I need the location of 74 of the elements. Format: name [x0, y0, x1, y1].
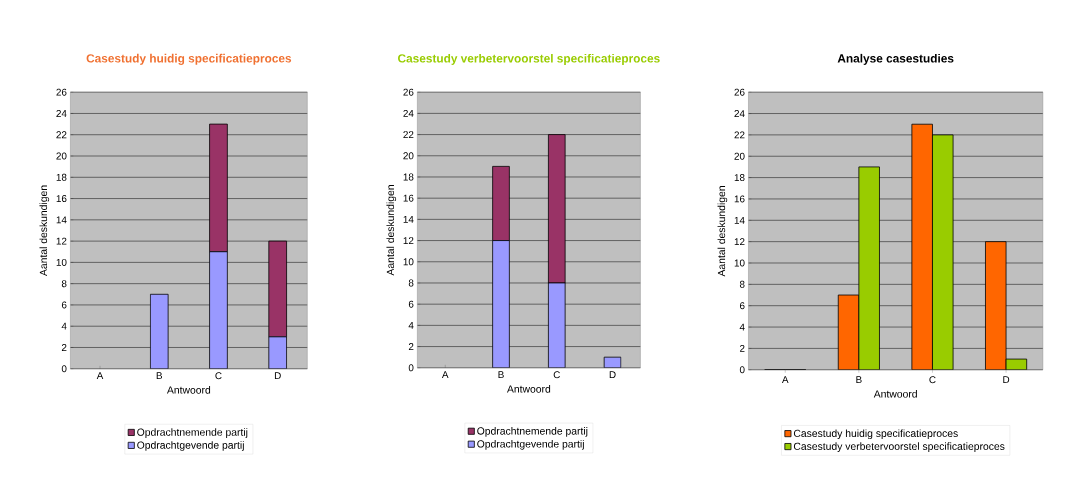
y-tick-label: 4 [408, 322, 414, 329]
y-tick-label: 20 [734, 152, 745, 160]
x-tick-label: C [929, 376, 936, 384]
y-tick-label: 8 [408, 279, 414, 287]
y-tick-label: 14 [734, 217, 745, 224]
y-tick-label: 22 [734, 131, 745, 139]
y-tick-label: 0 [408, 364, 414, 372]
y-tick-label: 8 [61, 280, 67, 288]
legend-label: Casestudy verbetervoorstel specificatieproces [793, 442, 1005, 453]
y-tick-label: 4 [739, 323, 745, 331]
legend-label: Opdrachtnemende partij [137, 428, 248, 439]
bar [837, 294, 860, 370]
y-tick-label: 26 [403, 88, 414, 96]
y-tick-label: 26 [734, 88, 745, 96]
y-tick-label: 10 [734, 259, 745, 267]
y-tick-label: 24 [734, 110, 745, 118]
y-tick-label: 8 [739, 280, 745, 288]
bar [985, 241, 1007, 370]
y-tick-label: 2 [739, 345, 745, 352]
x-tick-label: D [1003, 376, 1010, 384]
y-tick-label: 0 [61, 365, 67, 373]
x-tick-label: D [274, 372, 281, 380]
y-axis-title: Aantal deskundigen [39, 185, 50, 277]
y-tick-label: 0 [739, 366, 745, 374]
x-axis-title: Antwoord [166, 386, 211, 394]
x-tick-label: B [498, 371, 504, 379]
y-tick-label: 2 [408, 343, 414, 351]
legend-label: Opdrachtnemende partij [477, 427, 588, 437]
y-tick-label: 18 [56, 173, 67, 181]
y-tick-label: 26 [56, 88, 67, 96]
y-tick-label: 18 [734, 174, 745, 182]
y-tick-label: 16 [56, 195, 67, 203]
y-tick-label: 22 [403, 131, 414, 139]
bar [858, 166, 880, 370]
y-tick-label: 10 [403, 258, 414, 266]
y-tick-label: 14 [403, 216, 414, 223]
chart-title: Casestudy huidig specificatieproces [86, 53, 292, 66]
y-axis-title: Aantal deskundigen [717, 186, 728, 277]
x-tick-label: C [215, 372, 222, 380]
y-tick-label: 24 [403, 110, 414, 117]
bar [911, 123, 933, 370]
y-tick-label: 4 [61, 322, 67, 330]
chart-title: Analyse casestudies [837, 54, 954, 66]
legend-label: Opdrachtgevende partij [137, 441, 244, 451]
y-tick-label: 2 [61, 344, 67, 352]
y-tick-label: 12 [56, 237, 67, 245]
y-tick-label: 6 [61, 301, 67, 309]
x-tick-label: A [441, 371, 449, 379]
y-tick-label: 6 [739, 302, 745, 310]
x-tick-label: B [156, 372, 163, 380]
y-tick-label: 22 [56, 131, 67, 139]
bar [932, 134, 954, 370]
x-tick-label: D [609, 371, 616, 379]
x-tick-label: C [553, 371, 560, 379]
x-tick-label: B [856, 376, 862, 384]
y-tick-label: 16 [403, 194, 414, 202]
x-axis-title: Antwoord [873, 390, 917, 398]
y-tick-label: 12 [734, 238, 745, 246]
chart-title: Casestudy verbetervoorstel specificatieproces [398, 54, 660, 66]
y-axis-title: Aantal deskundigen [386, 185, 397, 276]
y-tick-label: 12 [403, 237, 414, 245]
y-tick-label: 18 [403, 173, 414, 181]
legend-label: Casestudy huidig specificatieproces [793, 429, 958, 440]
y-tick-label: 16 [734, 195, 745, 203]
x-tick-label: A [96, 372, 104, 380]
x-tick-label: A [781, 376, 789, 384]
x-axis-title: Antwoord [506, 385, 551, 393]
y-tick-label: 20 [56, 152, 67, 160]
y-tick-label: 6 [408, 300, 414, 308]
y-tick-label: 20 [403, 152, 414, 160]
legend-label: Opdrachtgevende partij [477, 440, 584, 450]
y-tick-label: 10 [56, 259, 67, 266]
y-tick-label: 24 [56, 110, 67, 118]
y-tick-label: 14 [56, 216, 67, 224]
